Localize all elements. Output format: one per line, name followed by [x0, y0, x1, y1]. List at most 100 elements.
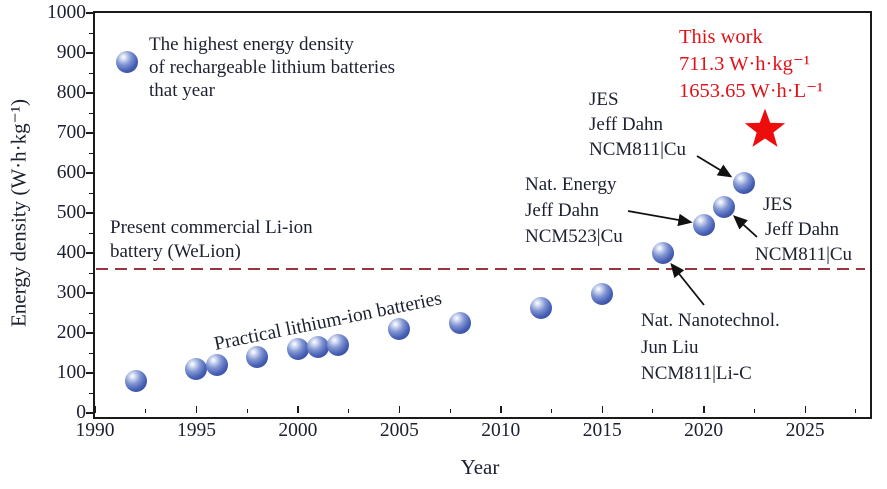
annotation-line: Jeff Dahn — [525, 200, 600, 221]
annotation-present-commercial: Present commercial Li-ion battery (WeLion… — [110, 216, 313, 264]
x-minor-tick — [855, 409, 857, 413]
y-minor-tick — [89, 392, 93, 394]
x-tick-label: 2000 — [278, 420, 318, 441]
y-tick-label: 100 — [56, 362, 86, 383]
this-work-star — [743, 107, 787, 154]
annotation-line: battery (WeLion) — [110, 241, 241, 262]
annotation-line: NCM811|Cu — [589, 139, 687, 160]
data-point — [205, 354, 228, 376]
star-icon — [744, 109, 785, 148]
x-minor-tick — [652, 409, 654, 413]
annotation-line: JES — [763, 194, 793, 215]
y-tick — [86, 12, 93, 14]
x-axis-title: Year — [460, 455, 500, 479]
y-minor-tick — [89, 312, 93, 314]
x-tick-label: 2010 — [481, 420, 521, 441]
annotation-line: Nat. Energy — [525, 174, 617, 195]
annotation-line: NCM811|Cu — [755, 244, 853, 265]
x-tick — [804, 406, 807, 413]
y-tick-label: 1000 — [47, 2, 86, 23]
y-tick-label: 500 — [56, 202, 86, 223]
data-point — [692, 214, 715, 236]
x-tick — [398, 406, 401, 413]
y-tick — [86, 292, 93, 294]
y-tick — [86, 372, 93, 374]
data-point — [591, 282, 614, 305]
data-point — [449, 312, 472, 334]
y-tick-label: 200 — [56, 322, 86, 343]
annotation-line: NCM523|Cu — [525, 226, 623, 247]
y-axis-title: Energy density (W·h·kg⁻¹) — [6, 98, 31, 328]
legend-line: The highest energy density — [149, 34, 354, 55]
y-minor-tick — [89, 112, 93, 114]
annotation-nat-energy-ncm523: Nat. Energy Jeff Dahn NCM523|Cu — [525, 172, 623, 250]
y-tick — [86, 52, 93, 54]
y-minor-tick — [89, 232, 93, 234]
data-point — [185, 358, 208, 380]
y-tick — [86, 412, 93, 414]
annotation-line: Jeff Dahn — [589, 114, 664, 135]
x-tick — [297, 406, 299, 413]
legend-line: that year — [149, 80, 215, 102]
data-point — [388, 318, 411, 340]
y-minor-tick — [89, 152, 93, 154]
x-minor-tick — [348, 409, 350, 413]
legend-sphere-icon — [116, 51, 138, 73]
x-tick — [94, 406, 96, 413]
x-tick-label: 2025 — [785, 420, 825, 441]
x-minor-tick — [449, 409, 451, 413]
data-point — [652, 242, 675, 264]
x-minor-tick — [551, 409, 552, 413]
y-tick-label: 0 — [76, 402, 86, 423]
x-tick — [703, 406, 705, 413]
x-tick-label: 1990 — [75, 420, 115, 441]
annotation-line: JES — [589, 89, 619, 110]
y-tick-label: 900 — [56, 42, 86, 63]
x-tick — [195, 406, 198, 413]
y-tick-label: 800 — [56, 82, 86, 103]
legend-text: The highest energy density of rechargeab… — [149, 33, 395, 103]
annotation-nat-nanotechnol: Nat. Nanotechnol. Jun Liu NCM811|Li-C — [641, 308, 780, 388]
annotation-line: This work — [679, 26, 763, 48]
x-tick — [601, 406, 604, 413]
y-tick — [86, 252, 93, 254]
legend-line: of rechargeable lithium batteries — [149, 57, 396, 79]
x-minor-tick — [753, 409, 755, 413]
data-point — [307, 336, 330, 358]
annotation-line: 1653.65 W·h·L⁻¹ — [679, 80, 824, 102]
y-minor-tick — [89, 32, 93, 34]
y-tick — [86, 132, 93, 134]
data-point — [733, 172, 756, 194]
commercial-reference-line — [96, 268, 865, 270]
x-minor-tick — [246, 409, 248, 413]
y-tick-label: 400 — [56, 242, 86, 263]
annotation-line: Jeff Dahn — [765, 219, 840, 240]
y-tick — [86, 212, 93, 214]
x-tick-label: 1995 — [176, 420, 216, 441]
y-tick — [86, 332, 93, 334]
data-point — [327, 334, 350, 356]
data-point — [124, 370, 147, 392]
annotation-line: 711.3 W·h·kg⁻¹ — [679, 53, 810, 75]
x-tick-label: 2020 — [684, 420, 724, 441]
y-tick-label: 300 — [56, 282, 86, 303]
y-minor-tick — [89, 272, 93, 274]
y-minor-tick — [89, 72, 93, 74]
y-tick-label: 600 — [56, 162, 86, 183]
data-point — [246, 346, 269, 368]
data-point — [286, 338, 309, 360]
annotation-jes-ncm811-top: JES Jeff Dahn NCM811|Cu — [589, 87, 686, 162]
annotation-line: Present commercial Li-ion — [110, 217, 313, 238]
annotation-this-work: This work 711.3 W·h·kg⁻¹ 1653.65 W·h·L⁻¹ — [679, 24, 823, 105]
x-minor-tick — [145, 409, 147, 413]
data-point — [530, 297, 553, 320]
x-tick-label: 2015 — [582, 420, 622, 441]
y-tick — [86, 172, 93, 174]
data-point — [712, 196, 735, 218]
plot-area — [93, 11, 872, 419]
annotation-jes-ncm811-right: JES Jeff Dahn NCM811|Cu — [755, 192, 852, 267]
x-tick — [500, 406, 502, 413]
annotation-line: Jun Liu — [641, 336, 699, 358]
annotation-line: Nat. Nanotechnol. — [641, 310, 780, 331]
